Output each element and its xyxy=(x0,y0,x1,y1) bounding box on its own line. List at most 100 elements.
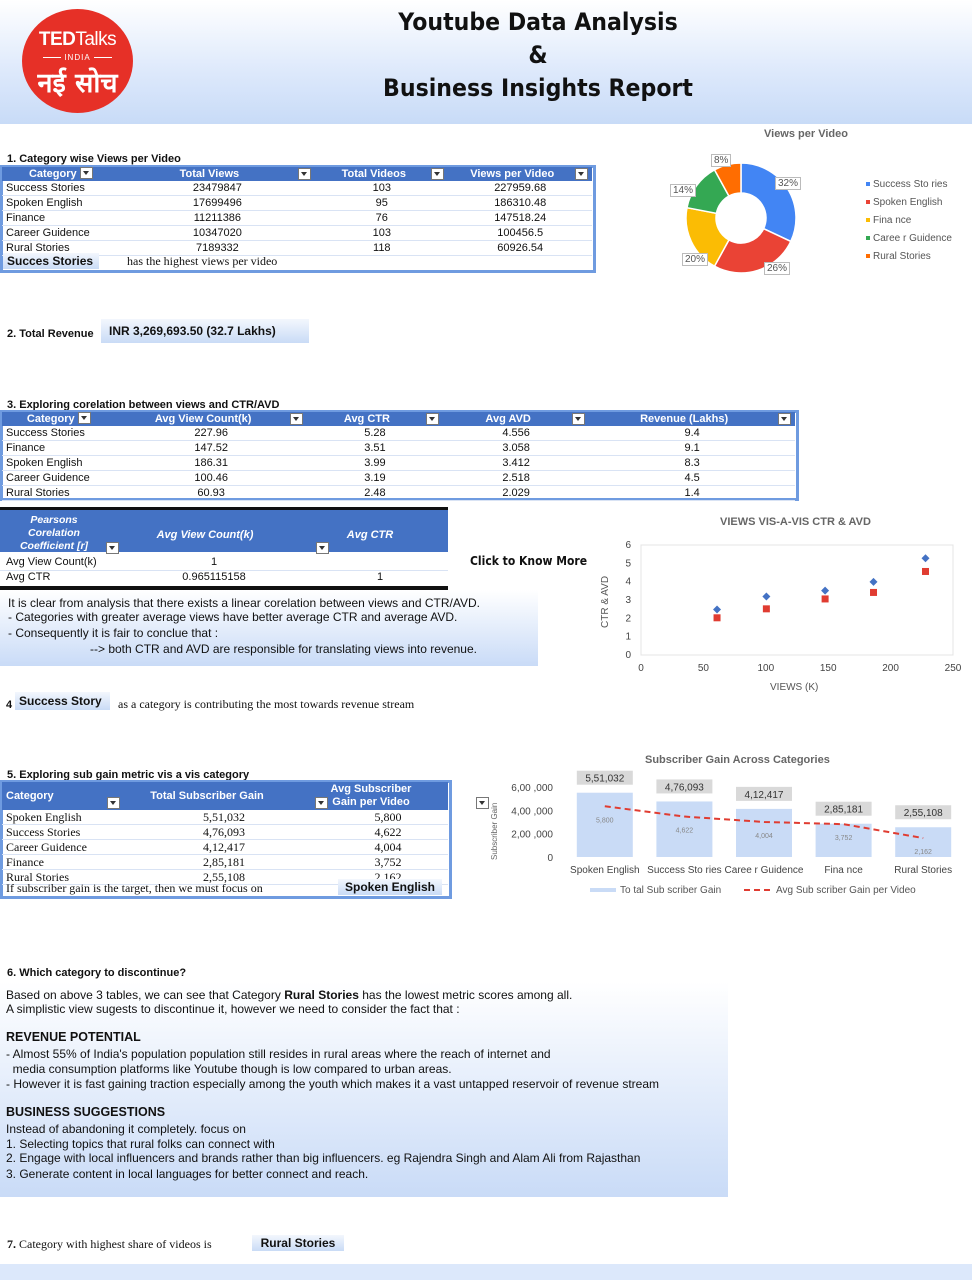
table-row: Career Guidence 4,12,417 4,004 xyxy=(2,839,448,855)
y-tick-label: 3 xyxy=(625,595,631,606)
analysis-text: A simplistic view sugests to discontinue… xyxy=(6,1002,460,1016)
table-row: Career Guidence 10347020 103 100456.5 xyxy=(2,225,592,241)
filter-dropdown-icon[interactable] xyxy=(431,168,445,180)
bar-label-bg xyxy=(656,779,713,794)
table-header[interactable]: Avg View Count(k) xyxy=(115,412,307,426)
bar-value-label: 5,51,032 xyxy=(585,774,624,785)
click-to-know-more-link[interactable]: Click to Know More xyxy=(470,554,588,568)
subscriber-gain-bar-chart: 0 2,00 ,000 4,00 ,000 6,00 ,000 5,51,032 5,80… xyxy=(511,770,952,876)
analysis-text: 1. Selecting topics that rural folks can… xyxy=(6,1137,275,1151)
analysis-text: 3. Generate content in local languages f… xyxy=(6,1167,369,1181)
section-2-title: 2. Total Revenue xyxy=(7,328,94,340)
filter-dropdown-icon[interactable] xyxy=(77,412,91,425)
subscriber-focus-highlight: Spoken English xyxy=(338,879,442,895)
table-header[interactable]: Revenue (Lakhs) xyxy=(589,412,795,426)
y-tick-label: 6 xyxy=(625,540,631,551)
filter-dropdown-icon[interactable] xyxy=(106,541,119,554)
table-row: Avg CTR 0.965115158 1 xyxy=(6,571,384,583)
title-line-2: & xyxy=(528,41,548,69)
x-tick-label: 0 xyxy=(638,663,644,674)
bar-label-bg xyxy=(576,770,633,785)
table-row: Success Stories 23479847 103 227959.68 xyxy=(2,181,592,196)
views-table-frame xyxy=(0,165,596,273)
table-row: Career Guidence 100.46 3.19 2.518 4.5 xyxy=(2,470,795,486)
filter-dropdown-icon[interactable] xyxy=(575,168,588,180)
filter-dropdown-icon[interactable] xyxy=(107,796,120,809)
filter-dropdown-icon[interactable] xyxy=(316,541,330,554)
title-line-3: Business Insights Report xyxy=(383,74,693,102)
analysis-text: Based on above 3 tables, we can see that… xyxy=(6,988,573,1002)
avg-value-label: 4,004 xyxy=(755,833,773,840)
x-tick-label: 100 xyxy=(757,663,774,674)
ctr-point xyxy=(713,605,722,614)
y-tick-label: 2 xyxy=(625,613,631,624)
table-row: Rural Stories 60.93 2.48 2.029 1.4 xyxy=(2,485,795,501)
discontinue-analysis-panel: Based on above 3 tables, we can see that… xyxy=(0,982,728,1197)
bar-label-bg xyxy=(815,801,872,816)
correlation-insight-panel: It is clear from analysis that there exi… xyxy=(0,590,538,666)
filter-dropdown-icon[interactable] xyxy=(426,413,440,425)
ted-talks-india-logo: TEDTalks INDIA नई सोच xyxy=(22,9,133,113)
donut-label: 20% xyxy=(682,253,709,266)
pearson-col-header: Avg View Count(k) xyxy=(156,529,254,541)
table-header[interactable]: Category xyxy=(2,167,120,181)
table-header[interactable]: Avg CTR xyxy=(306,412,444,426)
revenue-leader-highlight: Success Story xyxy=(15,692,110,710)
avg-value-label: 5,800 xyxy=(596,817,614,824)
bar-value-label: 4,76,093 xyxy=(665,782,704,793)
scatter-x-axis-label: VIEWS (K) xyxy=(770,682,819,693)
subscriber-table-header: Category Total Subscriber Gain Avg Subsc… xyxy=(2,782,489,810)
subscriber-bar xyxy=(576,792,633,857)
section-1-title: 1. Category wise Views per Video xyxy=(7,153,181,165)
filter-dropdown-icon[interactable] xyxy=(315,796,329,809)
donut-slice xyxy=(740,162,797,243)
bar-chart-title: Subscriber Gain Across Categories xyxy=(645,754,830,766)
title-line-1: Youtube Data Analysis xyxy=(398,8,678,36)
avd-point xyxy=(762,605,770,613)
table-row: Finance 11211386 76 147518.24 xyxy=(2,210,592,226)
table-row: Spoken English 17699496 95 186310.48 xyxy=(2,195,592,211)
filter-dropdown-icon[interactable] xyxy=(298,168,312,180)
subscriber-bar xyxy=(656,801,713,857)
views-donut-chart xyxy=(685,162,797,274)
subscriber-table-frame xyxy=(0,780,452,899)
table-header[interactable]: Category xyxy=(2,412,116,426)
donut-label: 26% xyxy=(764,262,791,275)
avd-point xyxy=(870,588,878,596)
ctr-point xyxy=(921,554,930,563)
analysis-text: - However it is fast gaining traction es… xyxy=(6,1077,659,1091)
table-header[interactable]: Total Videos xyxy=(315,167,449,181)
avg-value-label: 2,162 xyxy=(914,849,932,856)
highest-share-highlight: Rural Stories xyxy=(252,1235,344,1251)
bar-value-label: 2,55,108 xyxy=(904,808,943,819)
filter-dropdown-icon[interactable] xyxy=(289,413,303,425)
y-tick-label: 5 xyxy=(625,558,631,569)
correlation-table: Category Avg View Count(k) Avg CTR Avg A… xyxy=(2,412,795,501)
table-header[interactable]: Avg AVD xyxy=(443,412,590,426)
filter-dropdown-icon[interactable] xyxy=(79,167,93,180)
pearson-header xyxy=(0,510,448,552)
y-tick-label: 1 xyxy=(625,632,631,643)
logo-brand-bold: TED xyxy=(38,29,76,50)
insight-text: - Categories with greater average views … xyxy=(8,610,458,624)
views-vs-ctr-avd-scatter: 0 1 2 3 4 5 6 0 50 100 150 200 250 xyxy=(625,540,961,674)
pearson-col-header: Avg CTR xyxy=(346,529,394,541)
table-row: Spoken English 186.31 3.99 3.412 8.3 xyxy=(2,455,795,471)
legend-item: Fina nce xyxy=(866,212,952,230)
filter-dropdown-icon[interactable] xyxy=(475,796,489,809)
table-header: Category xyxy=(6,790,54,802)
section-7-text: 7. Category with highest share of videos… xyxy=(7,1237,212,1251)
insight-text: --> both CTR and AVD are responsible for… xyxy=(90,642,477,656)
logo-brand-light: Talks xyxy=(75,29,117,50)
filter-dropdown-icon[interactable] xyxy=(572,413,586,425)
y-tick-label: 4 xyxy=(625,577,631,588)
sort-dropdown-icon[interactable] xyxy=(778,413,791,425)
table-header[interactable]: Total Views xyxy=(119,167,316,181)
donut-label: 14% xyxy=(670,184,697,197)
bar-value-label: 2,85,181 xyxy=(824,805,863,816)
table-header[interactable]: Views per Video xyxy=(448,167,592,181)
category-label: Spoken English xyxy=(570,865,640,876)
top-category-note: has the highest views per video xyxy=(127,254,278,268)
bar-label-bg xyxy=(895,805,952,820)
x-tick-label: 50 xyxy=(698,663,710,674)
